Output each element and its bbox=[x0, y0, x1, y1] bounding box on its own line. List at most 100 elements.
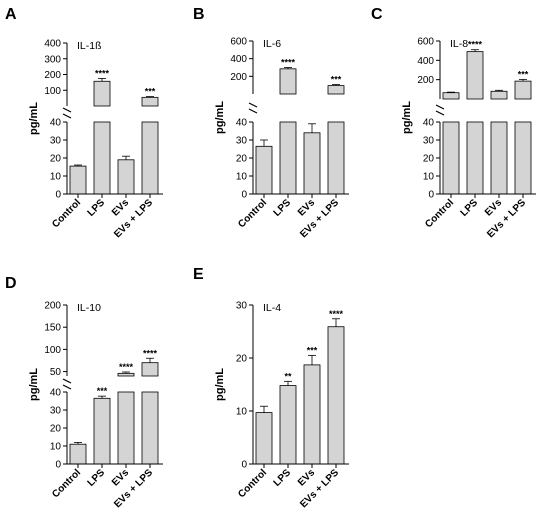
y-tick-label: 400 bbox=[417, 56, 434, 67]
bar bbox=[466, 51, 484, 100]
x-tick-label: LPS bbox=[459, 197, 481, 219]
bar bbox=[327, 326, 345, 465]
panel-letter: C bbox=[371, 6, 383, 23]
y-tick-label: 0 bbox=[241, 190, 247, 201]
bar-lower-segment bbox=[327, 121, 345, 195]
y-tick-label: 10 bbox=[423, 172, 435, 183]
bar-break-gap bbox=[141, 377, 159, 391]
y-tick-label: 600 bbox=[417, 37, 434, 48]
bar-lower-segment bbox=[490, 121, 508, 195]
axis-break-mark bbox=[62, 384, 72, 390]
y-tick-label: 100 bbox=[44, 345, 61, 356]
y-tick-label: 0 bbox=[55, 460, 61, 471]
bar-break-gap bbox=[141, 107, 159, 121]
bar bbox=[255, 412, 273, 465]
panel-letter: A bbox=[5, 6, 17, 23]
significance-label: *** bbox=[97, 386, 108, 396]
chart-panel-A: AIL-1ßpg/mL*******010203040100200300400C… bbox=[5, 6, 163, 240]
y-tick-label: 40 bbox=[50, 388, 62, 399]
y-tick-label: 20 bbox=[236, 354, 248, 365]
y-tick-label: 30 bbox=[423, 136, 435, 147]
y-tick-label: 40 bbox=[423, 118, 435, 129]
y-tick-label: 30 bbox=[50, 136, 62, 147]
bar-lower-segment bbox=[141, 391, 159, 465]
panel-letter: D bbox=[5, 275, 17, 292]
x-tick-label: Control bbox=[423, 197, 456, 230]
y-tick-label: 400 bbox=[44, 39, 61, 50]
bar bbox=[279, 68, 297, 95]
y-axis-label: pg/mL bbox=[214, 101, 226, 134]
y-tick-label: 30 bbox=[50, 406, 62, 417]
significance-label: ** bbox=[284, 371, 292, 381]
x-tick-label: Control bbox=[50, 467, 83, 500]
significance-label: *** bbox=[307, 345, 318, 355]
y-tick-label: 150 bbox=[44, 323, 61, 334]
y-tick-label: 10 bbox=[236, 172, 248, 183]
bar-lower-segment bbox=[442, 121, 460, 195]
panel-letter: B bbox=[193, 6, 205, 23]
y-axis-label: pg/mL bbox=[28, 368, 40, 401]
x-tick-label: LPS bbox=[86, 467, 108, 489]
bar-break-gap bbox=[93, 107, 111, 121]
bar-break-gap bbox=[514, 100, 532, 121]
x-tick-label: LPS bbox=[272, 197, 294, 219]
bar bbox=[117, 159, 135, 195]
chart-title: IL-1ß bbox=[77, 40, 102, 52]
y-tick-label: 400 bbox=[230, 54, 247, 65]
y-tick-label: 40 bbox=[236, 118, 248, 129]
chart-title: IL-6 bbox=[263, 38, 281, 50]
bar-break-gap bbox=[490, 100, 508, 121]
bar-break-gap bbox=[442, 100, 460, 121]
bar bbox=[69, 165, 87, 195]
bar-break-gap bbox=[279, 95, 297, 121]
significance-label: **** bbox=[143, 348, 158, 358]
axis-break-mark bbox=[248, 108, 258, 114]
y-tick-label: 0 bbox=[241, 460, 247, 471]
x-tick-label: Control bbox=[236, 197, 269, 230]
y-tick-label: 300 bbox=[44, 54, 61, 65]
axis-break-mark bbox=[62, 378, 72, 384]
bar-break-gap bbox=[117, 377, 135, 391]
x-tick-label: Control bbox=[236, 467, 269, 500]
significance-label: **** bbox=[119, 362, 134, 372]
bar-lower-segment bbox=[514, 121, 532, 195]
bar bbox=[141, 362, 159, 377]
y-axis-label: pg/mL bbox=[401, 101, 413, 134]
bar bbox=[303, 364, 321, 465]
bar bbox=[327, 85, 345, 95]
bar-lower-segment bbox=[93, 121, 111, 195]
y-tick-label: 200 bbox=[44, 70, 61, 81]
axis-break-mark bbox=[435, 104, 445, 110]
y-axis-label: pg/mL bbox=[214, 368, 226, 401]
bar-lower-segment bbox=[141, 121, 159, 195]
bar bbox=[279, 385, 297, 465]
significance-label: *** bbox=[331, 75, 342, 85]
bar bbox=[69, 443, 87, 465]
chart-panel-B: BIL-6pg/mL*******010203040200400600Contr… bbox=[193, 6, 349, 240]
bar bbox=[303, 132, 321, 195]
axis-break-mark bbox=[62, 113, 72, 119]
y-tick-label: 10 bbox=[50, 442, 62, 453]
bar-lower-segment bbox=[466, 121, 484, 195]
bar bbox=[255, 145, 273, 195]
y-tick-label: 20 bbox=[236, 154, 248, 165]
y-tick-label: 200 bbox=[417, 75, 434, 86]
bar bbox=[117, 372, 135, 377]
y-tick-label: 0 bbox=[55, 190, 61, 201]
y-tick-label: 200 bbox=[230, 72, 247, 83]
bar-lower-segment bbox=[279, 121, 297, 195]
panel-letter: E bbox=[193, 266, 204, 283]
bar-break-gap bbox=[327, 95, 345, 121]
x-tick-label: LPS bbox=[272, 467, 294, 489]
significance-label: **** bbox=[95, 68, 110, 78]
y-tick-label: 30 bbox=[236, 136, 248, 147]
y-tick-label: 20 bbox=[50, 154, 62, 165]
bar-break-gap bbox=[466, 100, 484, 121]
y-tick-label: 600 bbox=[230, 37, 247, 48]
axis-break-mark bbox=[435, 110, 445, 116]
bar bbox=[141, 96, 159, 107]
y-tick-label: 10 bbox=[236, 407, 248, 418]
chart-title: IL-8 bbox=[450, 38, 468, 50]
y-tick-label: 20 bbox=[50, 424, 62, 435]
